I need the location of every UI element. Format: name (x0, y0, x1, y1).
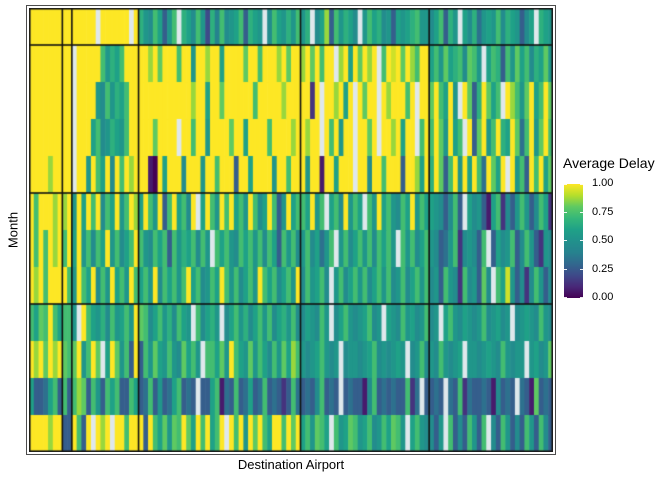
legend-label-0.75: 0.75 (592, 206, 614, 218)
legend-label-0.25: 0.25 (592, 263, 614, 275)
heatmap-panel (29, 8, 553, 452)
legend-label-0.00: 0.00 (592, 291, 614, 303)
y-axis-label: Month (5, 211, 21, 249)
colorbar-tick (564, 212, 567, 213)
colorbar-tick (564, 269, 567, 270)
colorbar-tick (580, 184, 583, 185)
colorbar-tick (564, 184, 567, 185)
colorbar-tick (580, 240, 583, 241)
legend-label-0.50: 0.50 (592, 234, 614, 246)
legend: Average Delay 1.00 0.75 0.50 0.25 0.00 (563, 155, 669, 320)
legend-title: Average Delay (563, 155, 655, 171)
colorbar-tick (580, 269, 583, 270)
colorbar-tick (564, 297, 567, 298)
x-axis-label: Destination Airport (237, 457, 345, 472)
colorbar-tick (564, 240, 567, 241)
colorbar-tick (580, 212, 583, 213)
colorbar-tick (580, 297, 583, 298)
legend-label-1.00: 1.00 (592, 177, 614, 189)
legend-colorbar (564, 184, 583, 298)
